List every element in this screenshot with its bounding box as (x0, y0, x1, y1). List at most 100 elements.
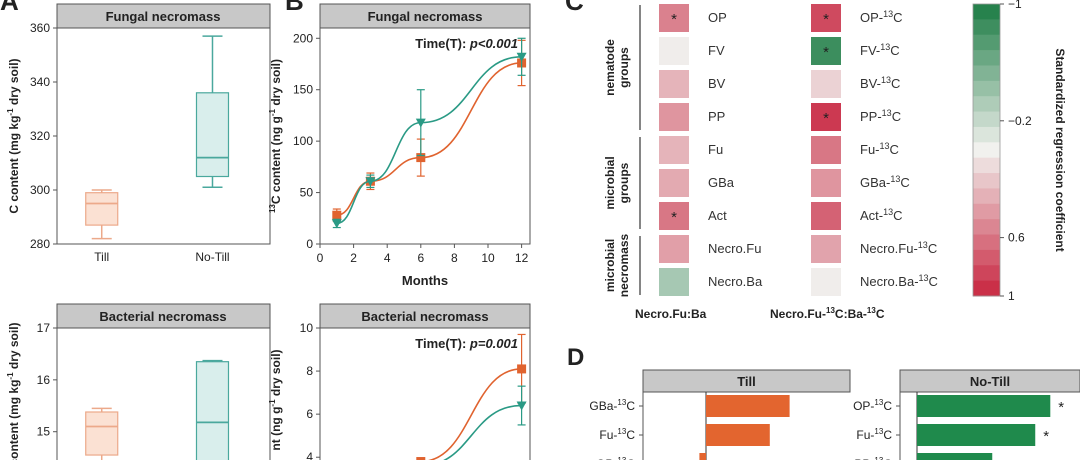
colorbar-segment (973, 203, 1000, 220)
colorbar-tick-label: −1 (1008, 0, 1022, 11)
x-axis-label: Months (402, 273, 448, 288)
data-point-triangle (365, 177, 376, 187)
row-label-13c: BV-13C (860, 75, 900, 91)
colorbar-segment (973, 19, 1000, 36)
box-chart-bacterial-necromass: Bacterial necromass C content (mg kg-1 d… (6, 303, 271, 460)
box-iqr (195, 92, 230, 178)
data-point-square (416, 153, 426, 163)
x-tick-label: No-Till (195, 250, 229, 264)
colorbar-segment (973, 126, 1000, 143)
y-tick-label: 340 (30, 75, 50, 89)
plot-frame (319, 327, 531, 460)
heatmap-cell (659, 37, 689, 65)
colorbar-segment (973, 188, 1000, 205)
y-tick-label: 0 (306, 237, 313, 251)
panel-label-b: B (285, 0, 304, 16)
series-line (336, 56, 522, 225)
box-chart-fungal-necromass: Fungal necromass C content (mg kg-1 dry … (6, 3, 271, 264)
significance-marker: * (1058, 399, 1064, 416)
line-chart-fungal-13c: Fungal necromass Time(T): p<0.001 Months… (268, 3, 531, 288)
y-axis-label: nt (ng g-1 dry soil) (268, 349, 283, 450)
colorbar-segment (973, 157, 1000, 174)
row-label: FV (708, 43, 725, 58)
y-tick-label: 17 (37, 321, 51, 335)
chart-title: Bacterial necromass (361, 309, 488, 324)
line-chart-bacterial-13c: Bacterial necromass Time(T): p=0.001 nt … (268, 303, 531, 460)
plot-frame (56, 327, 271, 460)
row-label-13c: PP-13C (860, 108, 901, 124)
row-label: OP (708, 10, 727, 25)
data-point-triangle (516, 401, 527, 411)
heatmap-cell (659, 235, 689, 263)
colorbar-segment (973, 173, 1000, 189)
x-tick-label: 10 (481, 251, 495, 265)
box-iqr (85, 192, 119, 226)
row-label: BV (708, 76, 726, 91)
y-tick-label: 100 (293, 134, 313, 148)
time-effect-annotation: Time(T): p=0.001 (415, 336, 518, 351)
data-point-triangle (415, 118, 426, 128)
y-tick-label: 6 (306, 407, 313, 421)
x-tick-label: 4 (384, 251, 391, 265)
y-tick-label: 200 (293, 31, 313, 45)
colorbar-segment (973, 80, 1000, 97)
series-line (442, 404, 522, 460)
chart-title: Fungal necromass (106, 9, 221, 24)
data-point-triangle (516, 52, 527, 62)
bar-label: OP-13C (853, 398, 892, 413)
bar (917, 395, 1051, 417)
series-line (426, 368, 522, 460)
bar-label: PP-13C (854, 456, 892, 460)
row-label: Necro.Ba (708, 274, 763, 289)
panel-label-c: C (565, 0, 584, 16)
y-tick-label: 280 (30, 237, 50, 251)
row-label-13c: GBa-13C (860, 174, 910, 190)
data-point-square (332, 210, 342, 220)
bar (917, 453, 993, 460)
colorbar-segment (973, 111, 1000, 128)
data-point-square (517, 364, 527, 374)
colorbar-tick-label: 1 (1008, 289, 1015, 303)
colorbar-segment (973, 234, 1000, 251)
y-tick-label: 150 (293, 83, 313, 97)
colorbar-tick-label: −0.2 (1008, 114, 1032, 128)
bar-chart-regression: Till GBa-13C Fu-13C OP-13C No-Till OP-13C * Fu-… (589, 369, 1080, 460)
heatmap-cell (659, 103, 689, 131)
row-label-13c: Act-13C (860, 207, 903, 223)
column-label: Necro.Fu-13C:Ba-13C (770, 306, 885, 321)
colorbar-segment (973, 280, 1000, 297)
heatmap-cell (659, 202, 689, 230)
colorbar-segment (973, 142, 1000, 159)
heatmap-cell (811, 235, 841, 263)
x-tick-label: 0 (317, 251, 324, 265)
heatmap-cell (811, 169, 841, 197)
significance-marker: * (823, 44, 829, 61)
y-tick-label: 15 (37, 425, 51, 439)
heatmap-cell (811, 136, 841, 164)
chart-title-box (319, 303, 531, 329)
significance-marker: * (823, 110, 829, 127)
y-axis-label: C content (mg kg-1 dry soil) (6, 322, 21, 460)
panel-label-a: A (0, 0, 19, 16)
bar-panel-title: Till (737, 374, 756, 389)
bar-panel-title-box (642, 369, 851, 393)
row-label: Act (708, 208, 727, 223)
bar-label: GBa-13C (589, 398, 635, 413)
heatmap-cell (659, 268, 689, 296)
colorbar-label: Standardized regression coefficient (1053, 48, 1067, 251)
y-tick-label: 4 (306, 450, 313, 460)
significance-marker: * (823, 11, 829, 28)
heatmap-cell (659, 70, 689, 98)
significance-marker: * (671, 209, 677, 226)
data-point-triangle (331, 219, 342, 229)
y-tick-label: 8 (306, 364, 313, 378)
heatmap-cell (811, 268, 841, 296)
colorbar-segment (973, 96, 1000, 113)
series-line (336, 62, 522, 216)
significance-marker: * (671, 11, 677, 28)
colorbar-segment (973, 265, 1000, 282)
y-axis-label: C content (mg kg-1 dry soil) (6, 58, 21, 213)
heatmap-cell (811, 4, 841, 32)
heatmap-cell (811, 37, 841, 65)
